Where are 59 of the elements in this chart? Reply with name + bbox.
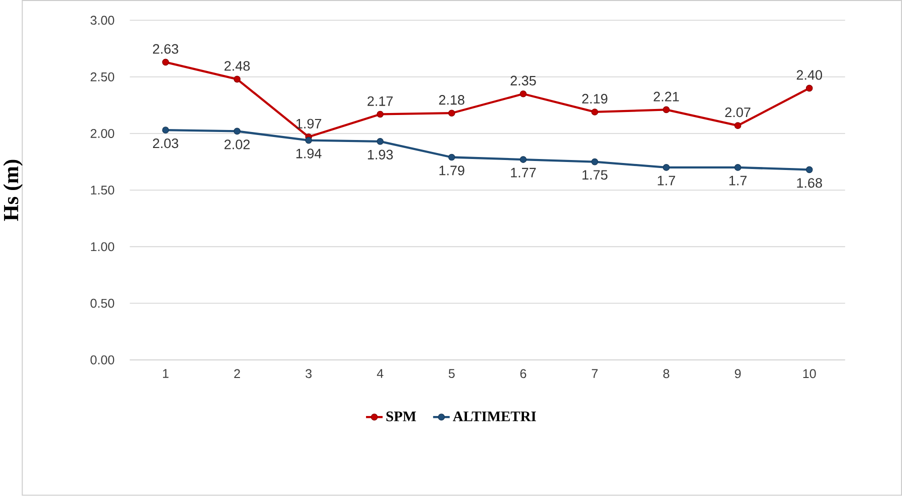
point (734, 164, 742, 171)
data-label: 1.79 (439, 166, 464, 176)
x-tick-label: 6 (520, 369, 526, 378)
data-label: 2.48 (224, 61, 250, 71)
x-tick-label: 2 (234, 369, 240, 378)
data-label: 2.35 (510, 76, 536, 86)
x-tick-label: 8 (663, 369, 670, 378)
point (591, 158, 598, 166)
point (376, 138, 384, 145)
y-axis-title: Hs (m) (3, 160, 23, 222)
x-tick-label: 3 (306, 369, 312, 378)
point (806, 84, 813, 92)
data-label: 2.19 (582, 94, 608, 104)
data-label: 2.18 (439, 95, 464, 105)
point (162, 58, 169, 66)
y-tick-label: 0.50 (90, 298, 114, 308)
x-tick-label: 4 (376, 369, 384, 378)
point (591, 108, 598, 116)
data-label: 1.97 (296, 118, 322, 129)
data-label: 2.03 (153, 138, 178, 148)
data-label: 1.77 (511, 168, 536, 178)
y-tick-label: 1.00 (91, 242, 114, 252)
y-tick-label: 3.00 (90, 16, 114, 25)
point (234, 128, 241, 135)
data-label: 1.7 (729, 176, 747, 186)
data-label: 1.7 (658, 176, 676, 186)
data-label: 1.93 (368, 150, 393, 160)
data-label: 2.17 (368, 96, 393, 106)
point (662, 164, 670, 171)
point (806, 166, 813, 174)
point (520, 90, 527, 98)
point (376, 110, 384, 118)
point (448, 154, 456, 161)
data-label: 1.75 (582, 170, 608, 180)
y-tick-label: 2.00 (90, 129, 114, 138)
data-label: 2.21 (654, 92, 679, 102)
point (520, 156, 527, 164)
x-tick-label: 10 (803, 369, 816, 378)
data-label: 2.63 (153, 44, 178, 54)
point (162, 126, 169, 134)
point (734, 122, 742, 130)
point (448, 110, 456, 117)
y-tick-label: 2.50 (90, 72, 114, 82)
legend-label: SPM (386, 412, 416, 422)
legend-label: ALTIMETRI (452, 412, 536, 422)
point (662, 106, 670, 114)
data-label: 1.68 (797, 178, 822, 188)
x-tick-label: 1 (163, 369, 168, 378)
data-label: 2.02 (224, 140, 250, 150)
data-label: 2.07 (725, 108, 750, 118)
data-label: 2.40 (796, 70, 822, 80)
x-tick-label: 7 (592, 369, 598, 378)
x-tick-label: 9 (734, 369, 741, 378)
data-label: 1.94 (296, 148, 322, 158)
point (234, 76, 241, 83)
y-tick-label: 1.50 (91, 186, 114, 195)
x-tick-label: 5 (448, 369, 455, 378)
point (305, 137, 312, 144)
y-tick-label: 0.00 (90, 356, 114, 364)
